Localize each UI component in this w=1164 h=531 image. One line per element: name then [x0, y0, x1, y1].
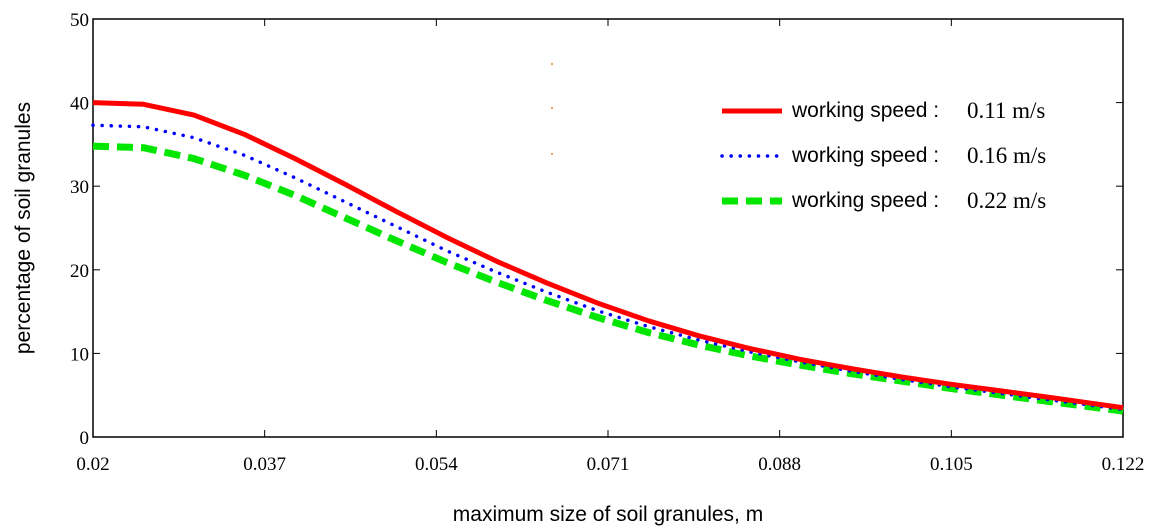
annotation-dots [551, 63, 553, 155]
x-tick-label: 0.122 [1102, 454, 1145, 475]
x-tick-label: 0.088 [758, 454, 801, 475]
x-tick-label: 0.071 [587, 454, 630, 475]
y-tick-label: 20 [70, 261, 89, 282]
x-axis-title: maximum size of soil granules, m [453, 503, 763, 526]
series-line-2 [92, 142, 1124, 415]
y-tick-label: 30 [70, 177, 89, 198]
axis-ticks [93, 19, 1123, 437]
y-tick-label: 10 [70, 344, 89, 365]
y-axis-title: percentage of soil granules [12, 102, 35, 354]
plot-area-frame [92, 18, 1124, 438]
legend-value-1: 0.16 m/s [967, 143, 1046, 168]
x-tick-label: 0.02 [76, 454, 109, 475]
annotation-dot [551, 153, 553, 155]
y-tick-label: 0 [80, 428, 90, 449]
x-tick-label: 0.037 [243, 454, 286, 475]
x-tick-label: 0.105 [930, 454, 973, 475]
x-tick-label: 0.054 [415, 454, 458, 475]
legend-label-0: working speed : [791, 99, 939, 122]
annotation-dot [551, 107, 553, 109]
legend-label-2: working speed : [791, 189, 939, 212]
legend-value-0: 0.11 m/s [967, 98, 1045, 123]
x-tick-labels: 0.02 0.037 0.054 0.071 0.088 0.105 0.122 [76, 454, 1144, 475]
y-tick-label: 50 [70, 10, 89, 31]
legend: working speed : 0.11 m/s working speed : 0.… [720, 98, 1046, 213]
legend-value-2: 0.22 m/s [967, 188, 1046, 213]
annotation-dot [551, 63, 553, 65]
legend-label-1: working speed : [791, 144, 939, 167]
series-line-0 [92, 100, 1124, 411]
y-tick-labels: 0 10 20 30 40 50 [70, 10, 89, 449]
y-tick-label: 40 [70, 94, 89, 115]
series-line-1 [91, 123, 1125, 412]
series-layer [91, 100, 1125, 415]
